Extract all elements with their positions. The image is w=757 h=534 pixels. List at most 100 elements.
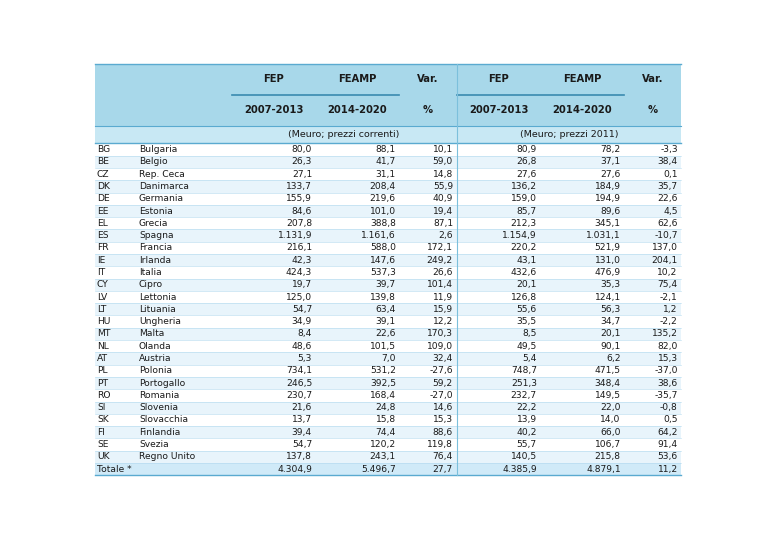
Bar bbox=[95, 451, 681, 463]
Text: 49,5: 49,5 bbox=[516, 342, 537, 351]
Text: Cipro: Cipro bbox=[139, 280, 163, 289]
Text: 15,3: 15,3 bbox=[433, 415, 453, 425]
Text: 521,9: 521,9 bbox=[595, 244, 621, 253]
Text: 5,4: 5,4 bbox=[522, 354, 537, 363]
Text: 101,4: 101,4 bbox=[427, 280, 453, 289]
Text: 208,4: 208,4 bbox=[369, 182, 396, 191]
Bar bbox=[95, 402, 681, 414]
Text: LV: LV bbox=[97, 293, 107, 302]
Text: 106,7: 106,7 bbox=[594, 440, 621, 449]
Text: -3,3: -3,3 bbox=[660, 145, 678, 154]
Text: 5.496,7: 5.496,7 bbox=[361, 465, 396, 474]
Text: 14,6: 14,6 bbox=[433, 403, 453, 412]
Text: Lettonia: Lettonia bbox=[139, 293, 176, 302]
Text: 6,2: 6,2 bbox=[606, 354, 621, 363]
Text: 66,0: 66,0 bbox=[600, 428, 621, 437]
Text: 101,5: 101,5 bbox=[370, 342, 396, 351]
Text: 62,6: 62,6 bbox=[657, 219, 678, 228]
Text: 15,9: 15,9 bbox=[433, 305, 453, 314]
Text: 48,6: 48,6 bbox=[291, 342, 312, 351]
Text: Slovacchia: Slovacchia bbox=[139, 415, 188, 425]
Text: 137,8: 137,8 bbox=[286, 452, 312, 461]
Text: 11,9: 11,9 bbox=[433, 293, 453, 302]
Text: FI: FI bbox=[97, 428, 105, 437]
Text: 85,7: 85,7 bbox=[517, 207, 537, 216]
Text: 7,0: 7,0 bbox=[382, 354, 396, 363]
Text: 388,8: 388,8 bbox=[370, 219, 396, 228]
Text: 251,3: 251,3 bbox=[511, 379, 537, 388]
Text: Polonia: Polonia bbox=[139, 366, 172, 375]
Text: FEAMP: FEAMP bbox=[563, 75, 602, 84]
Text: 13,7: 13,7 bbox=[292, 415, 312, 425]
Text: 4.879,1: 4.879,1 bbox=[586, 465, 621, 474]
Text: 35,3: 35,3 bbox=[600, 280, 621, 289]
Bar bbox=[95, 168, 681, 180]
Text: 76,4: 76,4 bbox=[433, 452, 453, 461]
Bar bbox=[95, 389, 681, 402]
Text: 35,5: 35,5 bbox=[517, 317, 537, 326]
Bar bbox=[95, 95, 681, 125]
Text: 84,6: 84,6 bbox=[291, 207, 312, 216]
Text: Spagna: Spagna bbox=[139, 231, 173, 240]
Text: 26,6: 26,6 bbox=[432, 268, 453, 277]
Text: 734,1: 734,1 bbox=[286, 366, 312, 375]
Text: Grecia: Grecia bbox=[139, 219, 168, 228]
Text: 55,7: 55,7 bbox=[517, 440, 537, 449]
Text: 19,7: 19,7 bbox=[292, 280, 312, 289]
Text: Danimarca: Danimarca bbox=[139, 182, 189, 191]
Text: 74,4: 74,4 bbox=[375, 428, 396, 437]
Text: 172,1: 172,1 bbox=[427, 244, 453, 253]
Text: Olanda: Olanda bbox=[139, 342, 172, 351]
Text: 26,8: 26,8 bbox=[516, 158, 537, 167]
Text: FEP: FEP bbox=[263, 75, 284, 84]
Text: 42,3: 42,3 bbox=[291, 256, 312, 265]
Text: 109,0: 109,0 bbox=[427, 342, 453, 351]
Text: 0,1: 0,1 bbox=[663, 170, 678, 179]
Bar bbox=[95, 426, 681, 438]
Text: 53,6: 53,6 bbox=[658, 452, 678, 461]
Text: 2007-2013: 2007-2013 bbox=[469, 105, 528, 115]
Text: 54,7: 54,7 bbox=[291, 305, 312, 314]
Text: Germania: Germania bbox=[139, 194, 184, 203]
Bar bbox=[95, 144, 681, 156]
Text: CZ: CZ bbox=[97, 170, 110, 179]
Text: (Meuro; prezzi correnti): (Meuro; prezzi correnti) bbox=[288, 130, 400, 139]
Text: 2,6: 2,6 bbox=[438, 231, 453, 240]
Bar bbox=[95, 377, 681, 389]
Text: 159,0: 159,0 bbox=[511, 194, 537, 203]
Text: 1.131,9: 1.131,9 bbox=[278, 231, 312, 240]
Text: 249,2: 249,2 bbox=[427, 256, 453, 265]
Text: PT: PT bbox=[97, 379, 108, 388]
Text: 230,7: 230,7 bbox=[286, 391, 312, 400]
Text: 75,4: 75,4 bbox=[658, 280, 678, 289]
Text: 212,3: 212,3 bbox=[511, 219, 537, 228]
Text: Belgio: Belgio bbox=[139, 158, 167, 167]
Text: NL: NL bbox=[97, 342, 109, 351]
Text: 155,9: 155,9 bbox=[286, 194, 312, 203]
Text: 101,0: 101,0 bbox=[369, 207, 396, 216]
Text: 88,6: 88,6 bbox=[433, 428, 453, 437]
Text: Svezia: Svezia bbox=[139, 440, 169, 449]
Text: 216,1: 216,1 bbox=[286, 244, 312, 253]
Text: Rep. Ceca: Rep. Ceca bbox=[139, 170, 185, 179]
Text: 184,9: 184,9 bbox=[595, 182, 621, 191]
Bar bbox=[95, 64, 681, 95]
Text: Var.: Var. bbox=[417, 75, 439, 84]
Text: 55,6: 55,6 bbox=[516, 305, 537, 314]
Text: -37,0: -37,0 bbox=[654, 366, 678, 375]
Text: 207,8: 207,8 bbox=[286, 219, 312, 228]
Text: 588,0: 588,0 bbox=[370, 244, 396, 253]
Text: 64,2: 64,2 bbox=[657, 428, 678, 437]
Text: EE: EE bbox=[97, 207, 108, 216]
Text: 21,6: 21,6 bbox=[291, 403, 312, 412]
Text: 531,2: 531,2 bbox=[370, 366, 396, 375]
Text: -27,0: -27,0 bbox=[429, 391, 453, 400]
Text: 20,1: 20,1 bbox=[600, 329, 621, 339]
Text: Slovenia: Slovenia bbox=[139, 403, 178, 412]
Text: 246,5: 246,5 bbox=[286, 379, 312, 388]
Bar bbox=[95, 365, 681, 377]
Bar bbox=[95, 463, 681, 475]
Text: RO: RO bbox=[97, 391, 111, 400]
Text: 140,5: 140,5 bbox=[511, 452, 537, 461]
Text: 243,1: 243,1 bbox=[369, 452, 396, 461]
